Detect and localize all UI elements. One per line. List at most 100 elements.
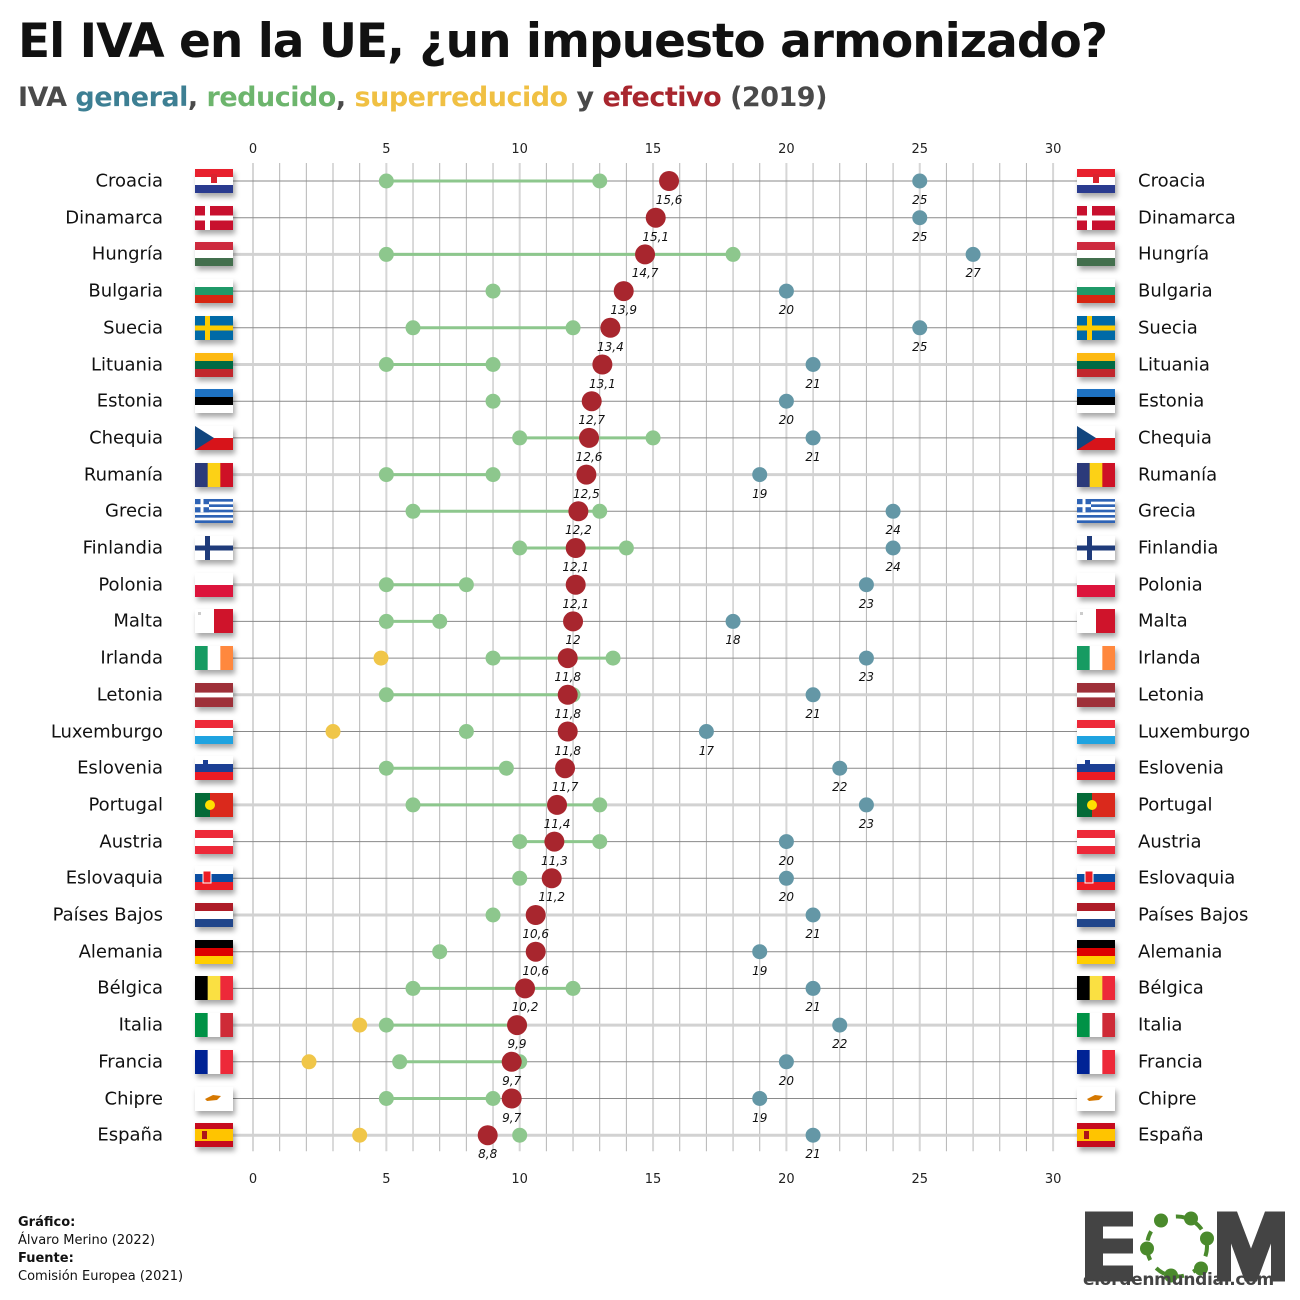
country-label-left: Rumanía bbox=[83, 464, 163, 486]
general-value-label: 18 bbox=[725, 633, 741, 648]
country-label-right: Malta bbox=[1138, 610, 1188, 632]
flag-icon-lt bbox=[195, 352, 233, 377]
country-label-left: Chipre bbox=[104, 1088, 163, 1109]
effective-point bbox=[557, 648, 578, 669]
country-label-right: Portugal bbox=[1138, 794, 1213, 816]
general-point bbox=[805, 430, 821, 446]
country-label-left: Eslovenia bbox=[77, 757, 163, 779]
general-point bbox=[858, 650, 874, 666]
flag-icon-fi bbox=[1077, 536, 1115, 560]
chart-title: El IVA en la UE, ¿un impuesto armonizado… bbox=[18, 14, 1108, 69]
effective-point bbox=[501, 1051, 522, 1072]
general-value-label: 20 bbox=[778, 303, 795, 318]
flag-icon-si bbox=[195, 756, 233, 781]
reduced-point bbox=[392, 1054, 408, 1070]
subtitle-y: y bbox=[567, 82, 603, 113]
country-label-right: España bbox=[1138, 1124, 1204, 1146]
country-label-left: Bulgaria bbox=[88, 280, 163, 302]
general-point bbox=[805, 980, 821, 996]
general-point bbox=[965, 246, 981, 262]
country-label-right: Austria bbox=[1138, 831, 1202, 853]
reduced-point bbox=[592, 834, 608, 850]
reduced-point bbox=[605, 650, 621, 666]
flag-icon-pt bbox=[1077, 792, 1115, 817]
reduced-point bbox=[485, 393, 501, 409]
country-label-right: Países Bajos bbox=[1138, 904, 1249, 926]
general-point bbox=[885, 503, 901, 519]
effective-point bbox=[525, 941, 546, 962]
reduced-point bbox=[405, 797, 421, 813]
flag-icon-pl bbox=[195, 572, 233, 597]
reduced-point bbox=[618, 540, 634, 556]
country-label-right: Lituania bbox=[1138, 354, 1210, 375]
reduced-point bbox=[378, 357, 394, 372]
x-tick-label: 15 bbox=[644, 142, 662, 157]
general-point bbox=[832, 1017, 848, 1033]
general-value-label: 25 bbox=[912, 193, 928, 207]
general-value-label: 21 bbox=[805, 1147, 821, 1162]
reduced-point bbox=[405, 980, 421, 996]
effective-value-label: 15,1 bbox=[642, 229, 670, 244]
country-label-right: Letonia bbox=[1138, 684, 1205, 706]
reduced-point bbox=[485, 650, 501, 666]
flag-icon-lv bbox=[195, 682, 233, 707]
country-label-right: Grecia bbox=[1138, 500, 1196, 522]
flag-icon-it bbox=[1077, 1013, 1115, 1038]
effective-value-label: 8,8 bbox=[478, 1147, 498, 1162]
credits: Gráfico: Álvaro Merino (2022) Fuente: Co… bbox=[18, 1214, 183, 1286]
flag-icon-it bbox=[195, 1013, 233, 1038]
effective-value-label: 13,1 bbox=[589, 376, 616, 391]
general-value-label: 19 bbox=[752, 963, 768, 978]
x-tick-label: 25 bbox=[911, 142, 929, 157]
country-label-right: Eslovaquia bbox=[1138, 867, 1236, 889]
general-point bbox=[752, 1091, 768, 1106]
general-value-label: 22 bbox=[832, 1037, 848, 1052]
logo-url: elordenmundial.com bbox=[1083, 1270, 1274, 1290]
effective-point bbox=[613, 281, 634, 302]
country-label-left: Países Bajos bbox=[52, 904, 163, 926]
reduced-point bbox=[485, 357, 501, 372]
effective-value-label: 13,4 bbox=[597, 339, 624, 354]
flag-icon-nl bbox=[1077, 903, 1115, 927]
flag-icon-hr bbox=[195, 169, 233, 193]
x-tick-label: 5 bbox=[382, 1172, 391, 1187]
flag-icon-dk bbox=[1077, 205, 1115, 230]
effective-value-label: 12,1 bbox=[562, 560, 590, 574]
country-label-left: Letonia bbox=[96, 684, 163, 706]
general-point bbox=[752, 944, 768, 960]
general-value-label: 21 bbox=[805, 706, 821, 721]
reduced-point bbox=[512, 870, 528, 886]
effective-value-label: 12,7 bbox=[578, 413, 606, 428]
general-value-label: 19 bbox=[752, 486, 768, 501]
flag-icon-bg bbox=[195, 279, 233, 304]
reduced-point bbox=[565, 980, 581, 996]
flag-icon-hu bbox=[1077, 242, 1115, 267]
effective-value-label: 11,2 bbox=[538, 890, 566, 905]
legend-efectivo: efectivo bbox=[602, 82, 722, 113]
effective-point bbox=[544, 831, 565, 852]
fuente-value: Comisión Europea (2021) bbox=[18, 1269, 184, 1284]
country-label-right: Francia bbox=[1138, 1051, 1203, 1073]
eom-logo bbox=[1085, 1211, 1285, 1283]
general-point bbox=[805, 907, 821, 923]
general-value-label: 19 bbox=[752, 1110, 768, 1125]
effective-point bbox=[547, 794, 568, 815]
effective-value-label: 13,9 bbox=[610, 303, 638, 318]
general-point bbox=[858, 797, 874, 813]
flag-icon-at bbox=[195, 829, 233, 854]
effective-value-label: 10,6 bbox=[522, 963, 550, 978]
flag-icon-ee bbox=[195, 389, 233, 414]
reduced-point bbox=[485, 1091, 501, 1106]
flag-icon-be bbox=[1077, 976, 1115, 1001]
flag-icon-pl bbox=[1077, 572, 1115, 597]
general-value-label: 23 bbox=[858, 670, 875, 685]
effective-value-label: 12,5 bbox=[573, 486, 600, 501]
general-value-label: 20 bbox=[778, 413, 795, 428]
flag-icon-de bbox=[1077, 939, 1115, 964]
flag-icon-dk bbox=[195, 205, 233, 230]
country-label-right: Chipre bbox=[1138, 1088, 1197, 1109]
effective-value-label: 15,6 bbox=[655, 193, 683, 207]
general-point bbox=[885, 540, 901, 556]
effective-point bbox=[635, 244, 656, 265]
general-point bbox=[912, 320, 928, 336]
